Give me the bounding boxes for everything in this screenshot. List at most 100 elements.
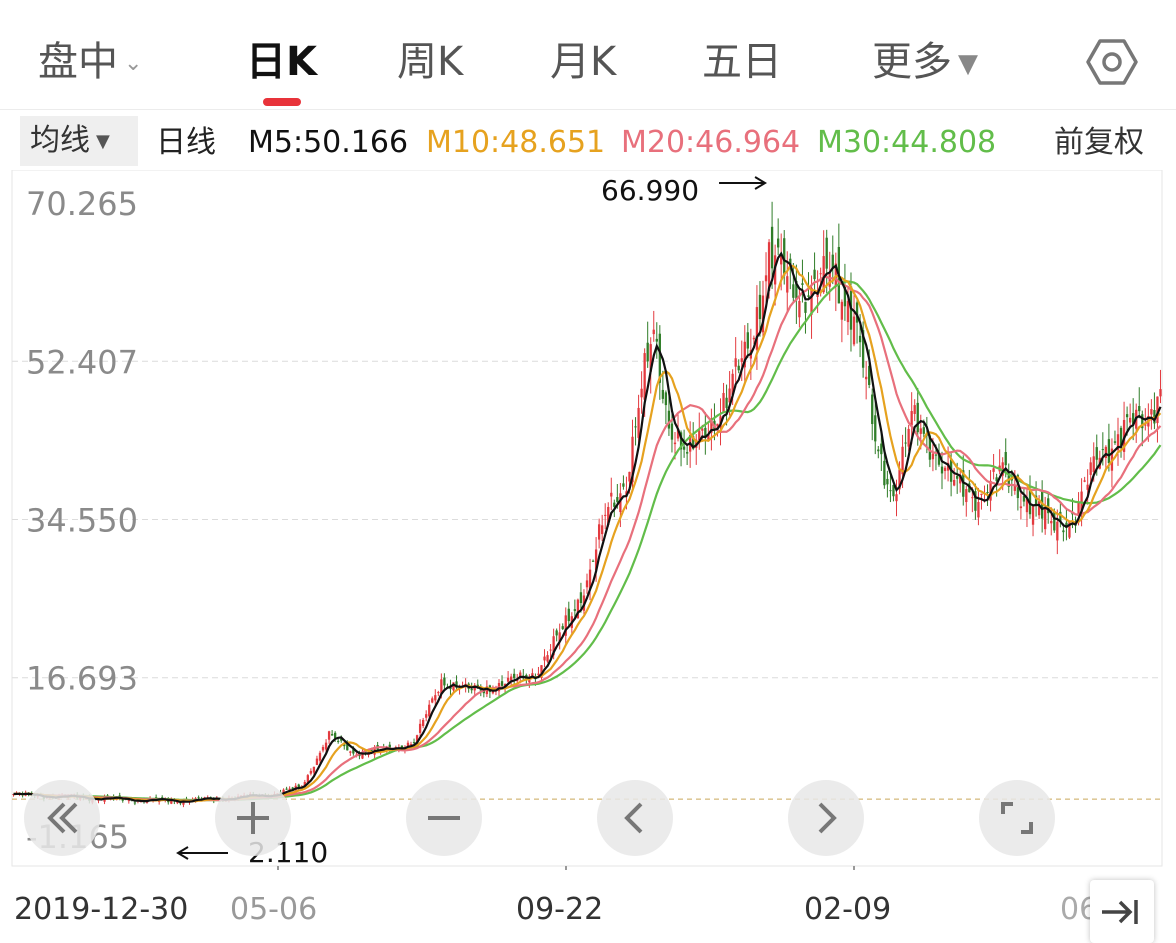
- m10-line: [13, 264, 1162, 803]
- candle-body: [664, 392, 668, 406]
- candle-body: [1047, 498, 1050, 514]
- candle-body: [543, 656, 546, 661]
- candle-body: [1128, 417, 1132, 423]
- tab-more[interactable]: 更多 ▼: [872, 34, 978, 90]
- tab-five-day[interactable]: 五日: [702, 34, 782, 90]
- ma-dropdown-label: 均线: [30, 123, 90, 158]
- candle-body: [640, 388, 643, 398]
- candle-body: [937, 453, 941, 465]
- zoom-in-button[interactable]: [215, 780, 291, 856]
- candle-body: [418, 723, 422, 733]
- candle-body: [634, 426, 637, 428]
- candle-body: [676, 428, 680, 439]
- candle-body: [795, 280, 798, 301]
- max-price-label: 66.990: [601, 174, 699, 207]
- rewind-button[interactable]: [24, 780, 100, 856]
- candle-body: [871, 394, 874, 425]
- tab-weekly-k[interactable]: 周K: [397, 34, 463, 90]
- hexagon-settings-icon[interactable]: [1086, 36, 1138, 88]
- candle-body: [649, 344, 652, 372]
- tab-daily-k[interactable]: 日K: [246, 34, 317, 106]
- candle-body: [197, 797, 200, 799]
- candle-body: [1062, 530, 1065, 533]
- candle-body: [734, 358, 737, 367]
- candle-body: [655, 338, 658, 342]
- candle-body: [831, 254, 834, 269]
- candle-body: [1119, 427, 1123, 446]
- candle-body: [455, 681, 458, 688]
- candle-body: [646, 342, 649, 362]
- candle-body: [1065, 522, 1068, 529]
- tab-monthly-k[interactable]: 月K: [550, 34, 616, 90]
- candle-body: [309, 770, 313, 774]
- m10-value: M10:48.651: [426, 125, 606, 160]
- candle-body: [934, 454, 938, 456]
- chevron-down-icon: ⌄: [124, 51, 143, 76]
- candle-body: [555, 630, 558, 636]
- candle-body: [337, 740, 340, 742]
- candle-body: [992, 468, 995, 472]
- chart-canvas: 70.26552.40734.55016.693-1.16566.9902.11…: [11, 169, 1163, 882]
- candle-body: [868, 365, 871, 385]
- candle-body: [716, 423, 719, 427]
- candle-body: [1013, 485, 1016, 491]
- candle-body: [658, 333, 661, 383]
- tab-intraday[interactable]: 盘中 ⌄: [38, 34, 142, 90]
- tab-more-label: 更多: [872, 39, 952, 85]
- candle-body: [601, 525, 604, 535]
- m30-value: M30:44.808: [817, 125, 997, 160]
- candle-body: [619, 493, 622, 513]
- candle-body: [1050, 520, 1053, 524]
- candle-body: [412, 742, 416, 744]
- triangle-down-icon: ▼: [96, 130, 110, 152]
- next-button[interactable]: [788, 780, 864, 856]
- candle-body: [825, 237, 828, 269]
- candlestick-chart[interactable]: 70.26552.40734.55016.693-1.16566.9902.11…: [0, 169, 1176, 882]
- candle-body: [421, 719, 425, 727]
- candle-body: [828, 272, 831, 287]
- ma-dropdown[interactable]: 均线 ▼: [20, 116, 138, 166]
- candle-body: [437, 692, 440, 694]
- candle-body: [349, 751, 352, 753]
- candle-body: [1092, 456, 1095, 473]
- jump-to-end-button[interactable]: [1090, 880, 1154, 943]
- candle-body: [631, 436, 634, 483]
- rewind-icon: [47, 802, 78, 834]
- candle-body: [170, 800, 173, 804]
- x-label-1: 05-06: [230, 892, 318, 927]
- previous-button[interactable]: [597, 780, 673, 856]
- candle-body: [865, 376, 868, 380]
- zoom-out-button[interactable]: [406, 780, 482, 856]
- candle-body: [622, 483, 625, 487]
- candle-body: [971, 497, 974, 499]
- candle-body: [1125, 414, 1129, 418]
- candle-body: [628, 471, 631, 482]
- candle-body: [798, 301, 801, 318]
- candle-body: [670, 423, 674, 440]
- candle-body: [858, 335, 862, 343]
- candle-body: [874, 415, 877, 442]
- candle-body: [698, 430, 701, 441]
- candle-body: [701, 428, 704, 431]
- candle-body: [607, 506, 610, 526]
- candle-body: [822, 256, 825, 293]
- m30-line: [13, 280, 1162, 802]
- candle-body: [1056, 521, 1059, 541]
- active-tab-indicator: [262, 98, 301, 106]
- candle-body: [895, 494, 898, 502]
- candle-body: [783, 238, 786, 276]
- candle-body: [916, 402, 919, 433]
- candle-body: [133, 802, 137, 804]
- candle-body: [692, 436, 695, 449]
- candle-body: [855, 302, 859, 323]
- candle-body: [1095, 447, 1098, 460]
- candle-body: [443, 677, 446, 686]
- fullscreen-button[interactable]: [979, 780, 1055, 856]
- price-adjust-toggle[interactable]: 前复权: [1054, 125, 1144, 160]
- candle-body: [931, 453, 935, 460]
- plot-frame: [11, 169, 1163, 867]
- candle-body: [1144, 424, 1147, 426]
- candle-body: [995, 477, 998, 482]
- candle-body: [576, 599, 580, 619]
- candle-body: [1083, 480, 1086, 482]
